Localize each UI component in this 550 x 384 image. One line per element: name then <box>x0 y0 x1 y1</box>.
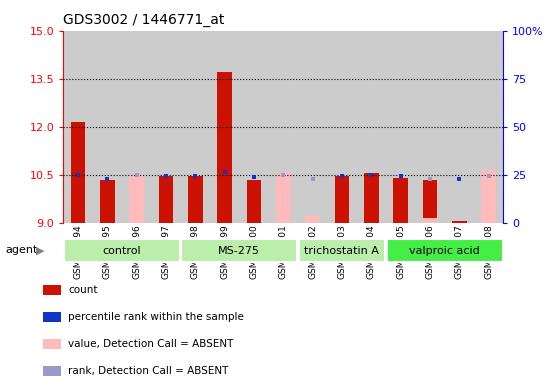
Bar <box>444 31 474 223</box>
Bar <box>122 31 151 223</box>
Bar <box>327 31 356 223</box>
Bar <box>70 122 85 223</box>
Bar <box>305 216 320 223</box>
Text: MS-275: MS-275 <box>218 245 260 256</box>
Bar <box>481 170 496 223</box>
Text: count: count <box>68 285 98 295</box>
Text: agent: agent <box>6 245 38 255</box>
Text: percentile rank within the sample: percentile rank within the sample <box>68 312 244 322</box>
Bar <box>63 31 92 223</box>
Bar <box>364 173 378 223</box>
Bar <box>422 180 437 223</box>
Bar <box>43 285 61 295</box>
Text: trichostatin A: trichostatin A <box>305 245 380 256</box>
Text: value, Detection Call = ABSENT: value, Detection Call = ABSENT <box>68 339 234 349</box>
Bar <box>43 366 61 376</box>
Bar <box>158 176 173 223</box>
Bar <box>210 31 239 223</box>
Bar <box>100 180 114 223</box>
Bar <box>298 31 327 223</box>
Bar <box>180 31 210 223</box>
Text: GDS3002 / 1446771_at: GDS3002 / 1446771_at <box>63 13 224 27</box>
Bar <box>92 31 122 223</box>
FancyBboxPatch shape <box>299 239 386 262</box>
Bar <box>276 173 290 223</box>
Bar <box>43 312 61 322</box>
Bar <box>415 31 444 223</box>
Bar <box>386 31 415 223</box>
Text: valproic acid: valproic acid <box>409 245 480 256</box>
Bar <box>188 176 202 223</box>
Text: rank, Detection Call = ABSENT: rank, Detection Call = ABSENT <box>68 366 229 376</box>
Bar <box>217 72 232 223</box>
Text: control: control <box>103 245 141 256</box>
Bar <box>246 180 261 223</box>
Bar <box>151 31 180 223</box>
Bar <box>393 178 408 223</box>
Bar <box>452 221 466 223</box>
Bar <box>43 339 61 349</box>
Bar <box>356 31 386 223</box>
Bar <box>268 31 298 223</box>
Bar <box>239 31 268 223</box>
Bar <box>474 31 503 223</box>
FancyBboxPatch shape <box>387 239 503 262</box>
Text: ▶: ▶ <box>36 245 44 255</box>
Bar <box>422 218 437 223</box>
FancyBboxPatch shape <box>64 239 180 262</box>
Bar <box>129 175 144 223</box>
FancyBboxPatch shape <box>181 239 298 262</box>
Bar <box>334 176 349 223</box>
